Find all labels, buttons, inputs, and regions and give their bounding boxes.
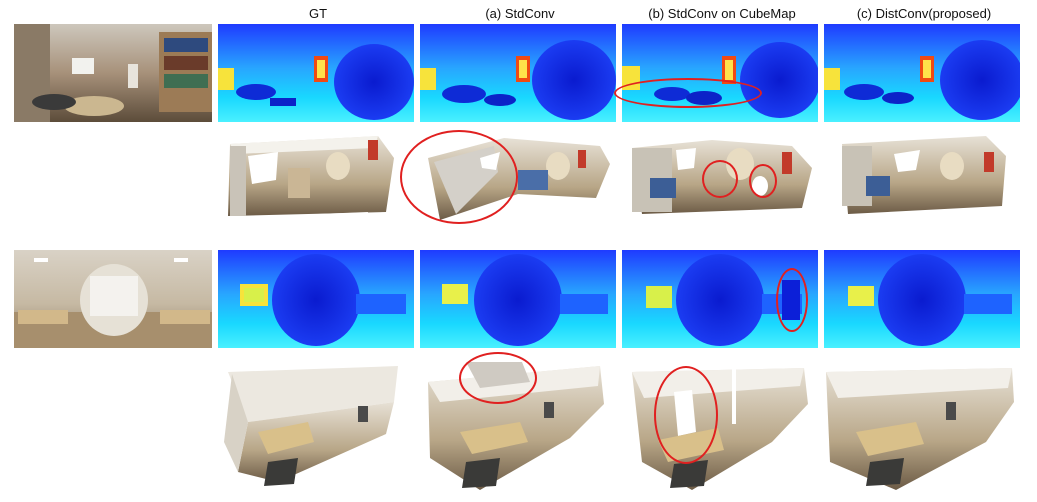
reconstruction-stdconv-cubemap-scene-2: [622, 362, 818, 494]
reconstruction-gt-scene-1: [218, 128, 414, 232]
depth-map-stdconv-scene-1: [420, 24, 616, 122]
reconstruction-stdconv-cubemap-scene-1: [622, 128, 818, 232]
reconstruction-stdconv-scene-2: [420, 362, 616, 494]
column-header-gt: GT: [308, 6, 328, 21]
column-header-stdconv: (a) StdConv: [485, 6, 555, 21]
depth-map-stdconv-scene-2: [420, 250, 616, 348]
depth-map-stdconv-cubemap-scene-1: [622, 24, 818, 122]
reconstruction-distconv-scene-1: [836, 128, 1008, 232]
column-header-distconv: (c) DistConv(proposed): [856, 6, 992, 21]
rgb-panorama-scene-2: [14, 250, 212, 348]
depth-map-gt-scene-1: [218, 24, 414, 122]
rgb-panorama-scene-1: [14, 24, 212, 122]
depth-map-stdconv-cubemap-scene-2: [622, 250, 818, 348]
reconstruction-distconv-scene-2: [816, 362, 1020, 494]
depth-map-gt-scene-2: [218, 250, 414, 348]
reconstruction-stdconv-scene-1: [400, 128, 616, 232]
depth-map-distconv-scene-2: [824, 250, 1020, 348]
depth-map-distconv-scene-1: [824, 24, 1020, 122]
column-header-stdconv-cubemap: (b) StdConv on CubeMap: [648, 6, 796, 21]
reconstruction-gt-scene-2: [218, 362, 414, 494]
